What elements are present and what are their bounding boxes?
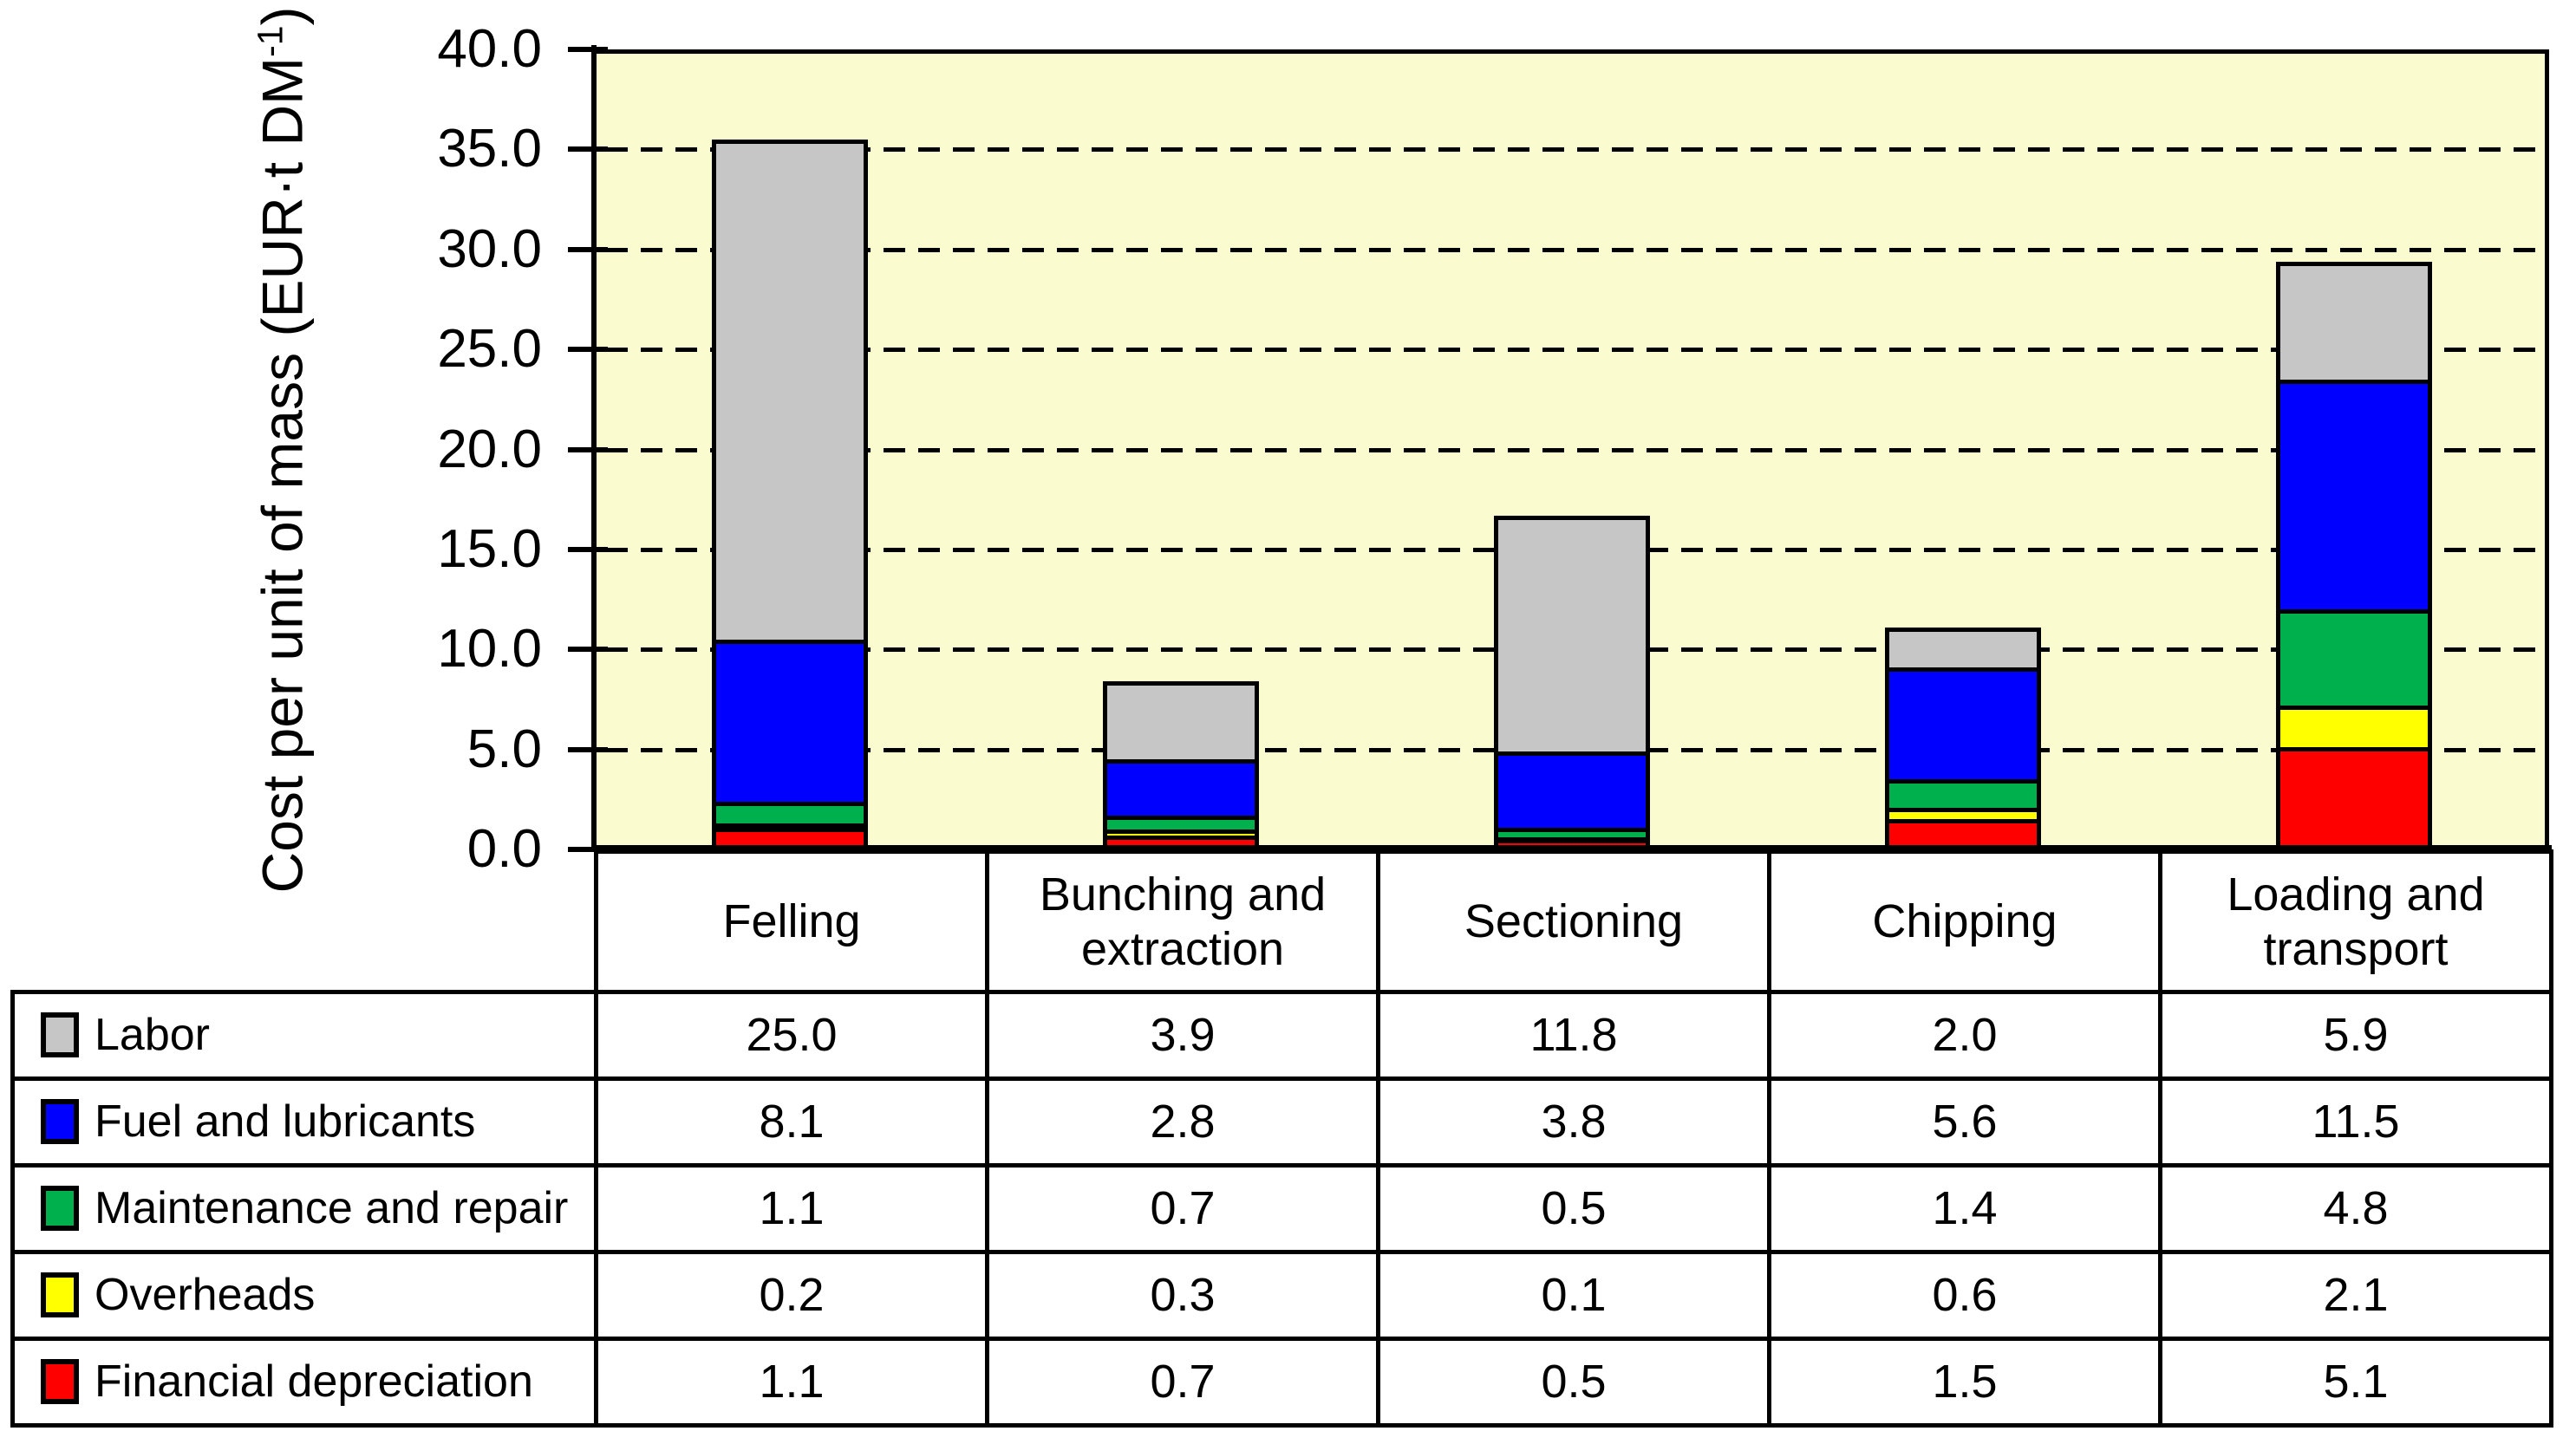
y-axis-tick [568,446,608,452]
bar-segment [1493,827,1650,838]
table-row: Overheads 0.2 0.3 0.1 0.6 2.1 [10,1250,2553,1341]
y-tick-label: 10.0 [437,619,542,680]
y-axis-tick [568,246,608,252]
legend-swatch [41,1011,79,1057]
value-cell: 1.5 [1767,1337,2162,1428]
table-corner-cell [13,852,597,992]
y-axis-tick [568,347,608,353]
category-header-cell: Sectioning [1376,849,1771,994]
bar-segment [2275,747,2432,849]
bar-segment [1884,667,2041,780]
value-cell: 0.1 [1376,1250,1771,1341]
legend-cell: Financial depreciation [10,1337,598,1428]
value-cell: 1.1 [594,1163,989,1254]
value-cell: 3.8 [1376,1077,1771,1168]
grid-line [606,348,2545,353]
table-row: Labor 25.0 3.9 11.8 2.0 5.9 [10,990,2553,1081]
table-row: Fuel and lubricants 8.1 2.8 3.8 5.6 11.5 [10,1077,2553,1168]
value-cell: 0.2 [594,1250,989,1341]
value-cell: 1.4 [1767,1163,2162,1254]
category-header-cell: Bunching and extraction [985,849,1380,994]
value-cell: 5.6 [1767,1077,2162,1168]
grid-line [606,247,2545,252]
y-tick-label: 35.0 [437,119,542,179]
legend-cell: Fuel and lubricants [10,1077,598,1168]
bar-segment [711,801,868,823]
legend-swatch [41,1185,79,1231]
value-cell: 4.8 [2158,1163,2553,1254]
value-cell: 11.5 [2158,1077,2553,1168]
value-cell: 5.1 [2158,1337,2553,1428]
y-tick-label: 40.0 [437,19,542,79]
legend-cell: Maintenance and repair [10,1163,598,1254]
bar-segment [1102,829,1259,836]
y-tick-label: 0.0 [466,819,542,879]
category-header-cell: Felling [594,849,989,994]
bar-segment [711,139,868,640]
bar-segment [2275,705,2432,748]
bar-segment [1884,627,2041,667]
legend-label: Overheads [95,1269,316,1320]
bar-segment [1884,819,2041,849]
bar-segment [711,639,868,802]
legend-swatch [41,1098,79,1144]
bar-segment [1493,837,1650,842]
table-row: Maintenance and repair 1.1 0.7 0.5 1.4 4.8 [10,1163,2553,1254]
table-row: Financial depreciation 1.1 0.7 0.5 1.5 5.1 [10,1337,2553,1428]
data-table: Felling Bunching and extraction Sectioning… [10,849,2553,1428]
bar-segment [1493,751,1650,828]
bar-segment [1102,815,1259,829]
y-axis-tick [568,146,608,153]
value-cell: 0.6 [1767,1250,2162,1341]
y-tick-label: 30.0 [437,218,542,279]
bar-segment [1884,807,2041,820]
value-cell: 2.0 [1767,990,2162,1081]
y-tick-label: 20.0 [437,419,542,479]
bar-segment [2275,261,2432,380]
bar-segment [1102,681,1259,760]
legend-swatch [41,1272,79,1317]
legend-cell: Labor [10,990,598,1081]
value-cell: 2.8 [985,1077,1380,1168]
value-cell: 0.3 [985,1250,1380,1341]
legend-label: Financial depreciation [95,1356,533,1407]
legend-swatch [41,1358,79,1404]
y-tick-label: 25.0 [437,319,542,380]
value-cell: 3.9 [985,990,1380,1081]
value-cell: 8.1 [594,1077,989,1168]
bar-segment [1493,515,1650,751]
x-axis-line [591,845,2552,850]
y-axis-tick [568,647,608,653]
bar-segment [711,823,868,828]
value-cell: 2.1 [2158,1250,2553,1341]
bar-segment [2275,609,2432,706]
value-cell: 0.7 [985,1337,1380,1428]
value-cell: 0.5 [1376,1337,1771,1428]
y-tick-label: 5.0 [466,719,542,779]
legend-label: Labor [95,1009,210,1060]
y-axis-tick [568,746,608,752]
y-axis-tick [568,847,608,852]
bar-segment [1884,779,2041,808]
legend-cell: Overheads [10,1250,598,1341]
y-axis-tick [568,47,608,52]
category-header-cell: Loading and transport [2158,849,2553,994]
bar-segment [1102,759,1259,816]
value-cell: 5.9 [2158,990,2553,1081]
value-cell: 0.5 [1376,1163,1771,1254]
grid-line [606,447,2545,452]
y-tick-label: 15.0 [437,518,542,579]
bar-segment [2275,379,2432,610]
value-cell: 25.0 [594,990,989,1081]
category-header-cell: Chipping [1767,849,2162,994]
value-cell: 11.8 [1376,990,1771,1081]
value-cell: 0.7 [985,1163,1380,1254]
legend-label: Maintenance and repair [95,1182,569,1233]
legend-label: Fuel and lubricants [95,1096,476,1147]
y-axis-tick [568,546,608,552]
grid-line [606,147,2545,153]
value-cell: 1.1 [594,1337,989,1428]
